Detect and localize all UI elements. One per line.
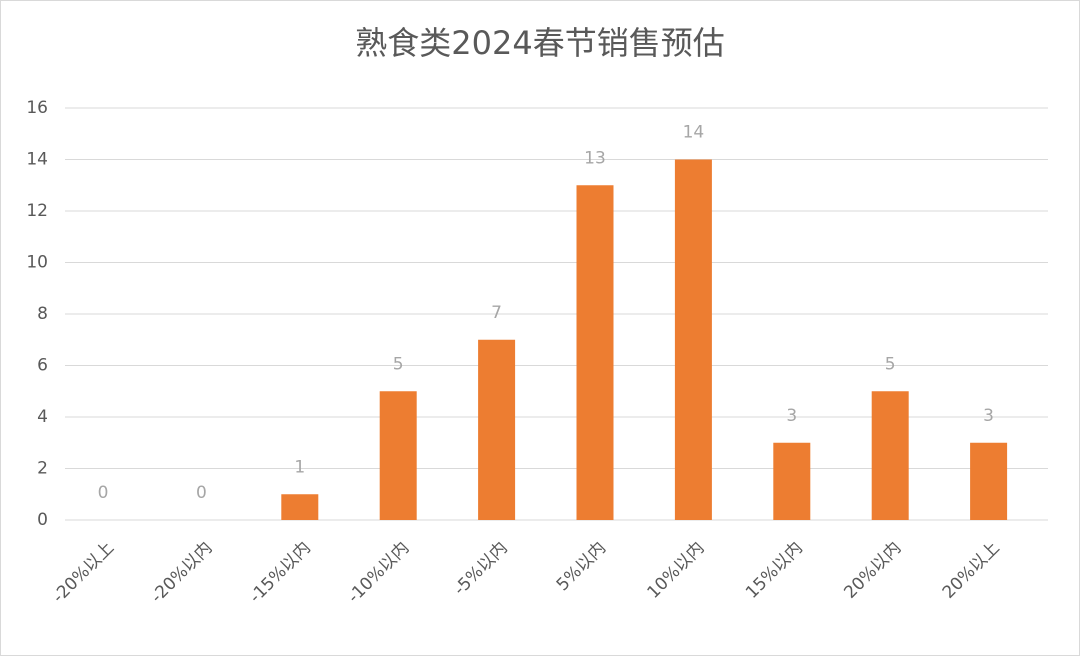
bar: [773, 442, 811, 520]
data-label: 3: [983, 406, 994, 426]
data-label: 5: [885, 354, 896, 374]
data-label: 7: [491, 303, 502, 323]
y-tick-label: 4: [37, 407, 48, 427]
data-label: 0: [98, 483, 109, 503]
y-tick-label: 10: [26, 253, 48, 273]
data-label: 13: [584, 148, 606, 168]
data-label: 1: [294, 457, 305, 477]
chart-title: 熟食类2024春节销售预估: [355, 24, 724, 62]
bar: [970, 442, 1008, 520]
y-tick-label: 8: [37, 304, 48, 324]
y-tick-label: 0: [37, 510, 48, 530]
bar: [478, 339, 516, 520]
data-label: 14: [683, 123, 705, 143]
bar: [281, 494, 319, 520]
y-tick-label: 12: [26, 201, 48, 221]
bar: [871, 391, 909, 520]
y-tick-label: 6: [37, 356, 48, 376]
y-tick-label: 14: [26, 150, 48, 170]
y-tick-label: 16: [26, 98, 48, 118]
bar: [379, 391, 417, 520]
bar: [576, 185, 614, 520]
data-label: 5: [393, 354, 404, 374]
y-tick-label: 2: [37, 459, 48, 479]
data-label: 3: [786, 406, 797, 426]
bar: [674, 159, 712, 520]
data-label: 0: [196, 483, 207, 503]
